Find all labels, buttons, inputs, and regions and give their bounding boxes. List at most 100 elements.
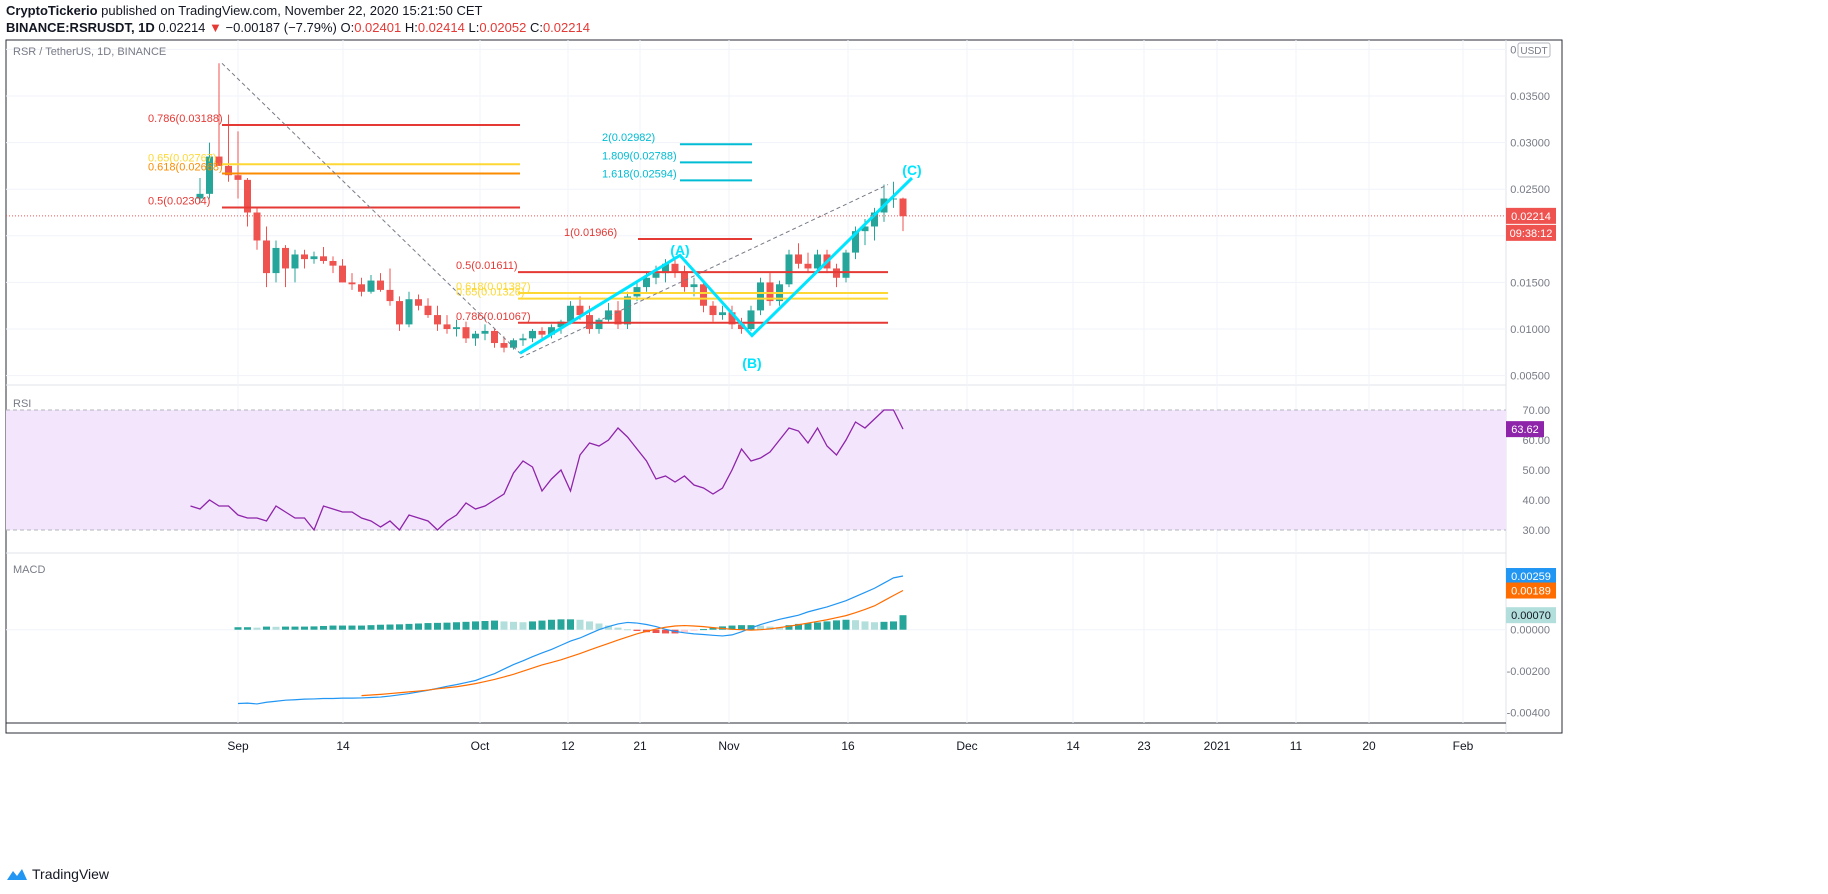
fib-level-label: 0.65(0.01326) (456, 287, 525, 299)
low-key: L: (468, 20, 480, 35)
candle-body (500, 343, 508, 348)
candle-body (424, 305, 432, 316)
macd-histogram-bar (624, 629, 631, 631)
symbol-label: BINANCE:RSRUSDT, 1D (6, 20, 155, 35)
ohlc-line: BINANCE:RSRUSDT, 1D 0.02214 ▼ −0.00187 (… (6, 20, 590, 35)
macd-histogram-bar (861, 621, 869, 630)
y-tick-label: 0.01500 (1510, 277, 1550, 289)
candle-body (329, 260, 337, 266)
close-key: C: (529, 20, 543, 35)
candle-body (244, 179, 251, 213)
wave-label: (A) (670, 242, 689, 258)
macd-histogram-bar (690, 629, 698, 631)
footer-brand[interactable]: TradingView (6, 866, 109, 882)
candle-body (386, 289, 394, 302)
macd-histogram-bar (434, 622, 441, 630)
fib-level-label: 1.618(0.02594) (602, 168, 677, 180)
candle-body (662, 263, 669, 274)
candle-body (890, 198, 897, 200)
macd-histogram-bar (662, 629, 669, 634)
y-tick-label: 0.01000 (1510, 324, 1550, 336)
candle-body (605, 310, 612, 320)
open-key: O: (340, 20, 355, 35)
x-tick-label: 14 (1066, 739, 1080, 753)
candle-body (253, 212, 261, 241)
macd-histogram-bar (823, 621, 831, 630)
candle-body (709, 305, 717, 316)
fib-level-label: 1(0.01966) (564, 227, 617, 239)
macd-histogram-bar (386, 624, 394, 630)
macd-histogram-bar (738, 625, 745, 630)
macd-histogram-bar (405, 623, 413, 630)
currency-badge-label: USDT (1520, 46, 1547, 57)
macd-histogram-bar (814, 622, 821, 630)
main-title: RSR / TetherUS, 1D, BINANCE (13, 46, 166, 58)
rsi-title: RSI (13, 398, 31, 410)
macd-tick-label: -0.00400 (1507, 708, 1550, 720)
candle-body (282, 247, 289, 269)
macd-histogram-bar (529, 621, 536, 630)
candle-body (785, 254, 793, 285)
candle-body (263, 240, 270, 274)
brand-label: TradingView (32, 866, 110, 882)
macd-histogram-bar (700, 629, 707, 631)
change-arrow-icon: ▼ (209, 20, 222, 35)
candle-body (529, 330, 536, 339)
macd-histogram-bar (728, 625, 736, 630)
macd-histogram-bar (757, 625, 764, 630)
x-tick-label: Dec (956, 739, 977, 753)
x-tick-label: Feb (1453, 739, 1474, 753)
candle-body (595, 319, 603, 330)
macd-value-tag (1506, 568, 1556, 585)
histogram-value-tag (1506, 607, 1556, 624)
x-tick-label: 20 (1362, 739, 1376, 753)
macd-histogram-bar (586, 621, 593, 630)
macd-histogram-bar (833, 620, 840, 630)
macd-histogram-bar (443, 622, 451, 630)
candle-body (443, 324, 451, 330)
macd-histogram-bar (567, 619, 574, 630)
candle-body (348, 282, 356, 285)
tradingview-logo-icon (7, 869, 27, 880)
candle-body (196, 193, 204, 199)
fib-trend-line (519, 184, 889, 359)
macd-histogram-bar (795, 623, 802, 630)
x-tick-label: Sep (227, 739, 249, 753)
rsi-band (6, 410, 1506, 530)
macd-histogram-bar (291, 626, 299, 630)
candle-body (367, 280, 375, 292)
candle-body (833, 268, 840, 278)
candle-body (291, 254, 299, 269)
candle-body (358, 284, 365, 292)
x-tick-label: 11 (1290, 739, 1303, 753)
macd-histogram-bar (453, 622, 460, 630)
macd-histogram-bar (367, 625, 375, 630)
low-value: 0.02052 (479, 20, 527, 35)
high-key: H: (404, 20, 418, 35)
rsi-tick-label: 70.00 (1522, 405, 1550, 417)
candle-body (757, 282, 764, 311)
macd-histogram-bar (348, 625, 356, 630)
histogram-value-label: 0.00070 (1511, 610, 1551, 622)
candle-body (434, 315, 441, 325)
candle-body (795, 254, 802, 264)
price-label: 0.02214 (158, 20, 206, 35)
macd-histogram-bar (320, 625, 327, 630)
x-tick-label: Nov (718, 739, 739, 753)
macd-histogram-bar (538, 620, 546, 630)
y-tick-label: 0.03500 (1510, 91, 1550, 103)
candle-body (567, 305, 574, 322)
macd-histogram-bar (766, 626, 774, 630)
macd-histogram-bar (842, 619, 850, 630)
candle-body (738, 324, 745, 330)
macd-tick-label: -0.00200 (1507, 666, 1550, 678)
last-price-label: 0.02214 (1511, 211, 1551, 223)
candle-body (339, 265, 346, 283)
candle-body (538, 330, 546, 335)
macd-histogram-bar (510, 621, 517, 630)
fib-level-label: 0.5(0.01611) (456, 260, 518, 272)
macd-histogram-bar (633, 629, 641, 631)
candle-body (690, 284, 698, 288)
author-name[interactable]: CryptoTickerio (6, 3, 98, 18)
